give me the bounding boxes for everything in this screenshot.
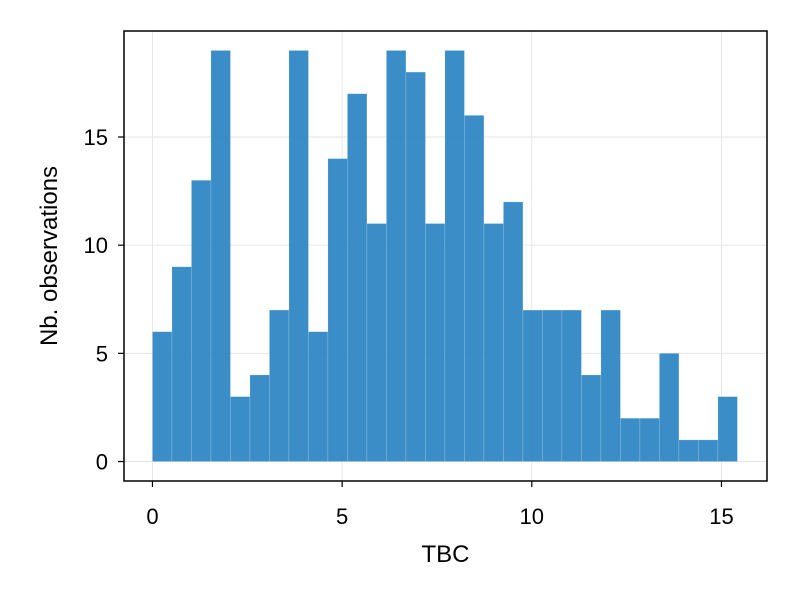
plot-frame (123, 30, 768, 482)
histogram-bar (405, 71, 426, 462)
histogram-bar (444, 50, 465, 462)
histogram-bar (503, 201, 524, 462)
histogram-bar (698, 439, 719, 462)
histogram-bar (483, 223, 504, 462)
x-tick-label: 5 (336, 504, 348, 529)
histogram-bar (542, 309, 563, 462)
y-tick-label: 5 (96, 341, 108, 366)
histogram-bar (581, 374, 602, 462)
histogram-bar (600, 309, 621, 462)
histogram-bar (522, 309, 543, 462)
histogram-bar (717, 396, 738, 462)
histogram-bars (152, 50, 738, 462)
histogram-bar (171, 266, 192, 462)
histogram-bar (191, 179, 212, 462)
y-axis-title: Nb. observations (36, 166, 63, 346)
histogram-bar (659, 353, 680, 462)
y-tick-label: 15 (84, 125, 108, 150)
histogram-bar (347, 93, 368, 462)
x-tick-label: 10 (520, 504, 544, 529)
histogram-bar (210, 50, 231, 462)
histogram-bar (639, 417, 660, 462)
histogram-bar (386, 50, 407, 462)
x-axis-title: TBC (422, 541, 470, 568)
y-tick-label: 10 (84, 233, 108, 258)
histogram-bar (464, 115, 485, 462)
x-tick-label: 15 (709, 504, 733, 529)
histogram-bar (425, 223, 446, 462)
y-tick-label: 0 (96, 450, 108, 475)
axis-ticks: 0 5 10 15 0 5 10 15 (84, 125, 734, 529)
histogram-bar (561, 309, 582, 462)
histogram-bar (678, 439, 699, 462)
histogram-bar (366, 223, 387, 462)
histogram-bar (288, 50, 309, 462)
histogram-bar (308, 331, 329, 462)
histogram-bar (249, 374, 270, 462)
histogram-bar (269, 309, 290, 462)
histogram-bar (327, 158, 348, 462)
x-tick-label: 0 (146, 504, 158, 529)
histogram-bar (230, 396, 251, 462)
histogram-bar (620, 417, 641, 462)
histogram-bar (152, 331, 173, 462)
